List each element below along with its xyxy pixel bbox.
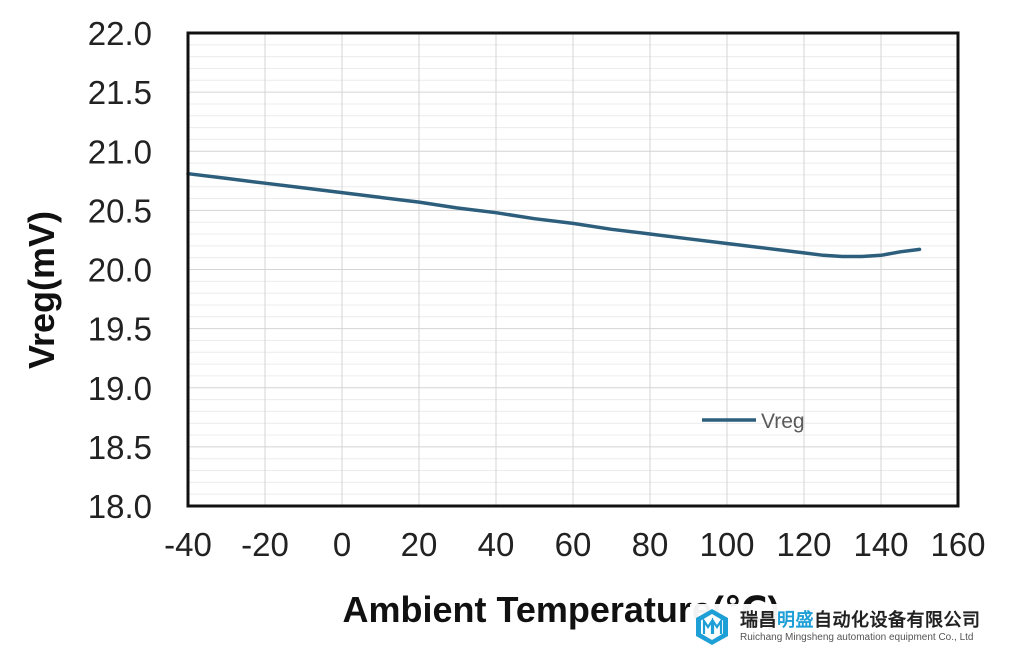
x-tick-label: 0 [333, 526, 351, 563]
y-tick-label: 21.5 [88, 74, 152, 111]
series-line-vreg [186, 171, 922, 259]
x-tick-label: -40 [164, 526, 212, 563]
y-tick-label: 19.0 [88, 370, 152, 407]
y-axis-ticks: 22.0 21.5 21.0 20.5 20.0 19.5 19.0 18.5 18.0 [88, 15, 152, 525]
y-tick-label: 18.0 [88, 488, 152, 525]
y-tick-label: 22.0 [88, 15, 152, 52]
y-tick-label: 18.5 [88, 429, 152, 466]
grid-lines [187, 32, 959, 507]
x-tick-label: -20 [241, 526, 289, 563]
y-axis-title: Vreg(mV) [21, 211, 62, 369]
y-tick-label: 21.0 [88, 133, 152, 170]
x-axis-ticks: -40 -20 0 20 40 60 80 100 120 140 160 [164, 526, 985, 563]
company-logo-icon [696, 609, 728, 645]
y-tick-label: 20.0 [88, 252, 152, 289]
company-watermark: 瑞昌明盛自动化设备有限公司 Ruichang Mingsheng automat… [690, 604, 1019, 650]
series-layer [186, 171, 922, 259]
x-tick-label: 160 [930, 526, 985, 563]
x-tick-label: 140 [853, 526, 908, 563]
legend: Vreg [702, 410, 805, 433]
y-tick-label: 19.5 [88, 311, 152, 348]
company-name-en: Ruichang Mingsheng automation equipment … [740, 632, 974, 643]
x-tick-label: 60 [555, 526, 592, 563]
company-name-cn: 瑞昌明盛自动化设备有限公司 [740, 610, 981, 631]
x-tick-label: 20 [401, 526, 438, 563]
x-tick-label: 120 [776, 526, 831, 563]
legend-label-vreg: Vreg [761, 410, 805, 433]
x-tick-label: 100 [699, 526, 754, 563]
x-tick-label: 80 [632, 526, 669, 563]
y-tick-label: 20.5 [88, 192, 152, 229]
plot-frame [186, 31, 960, 508]
x-tick-label: 40 [478, 526, 515, 563]
